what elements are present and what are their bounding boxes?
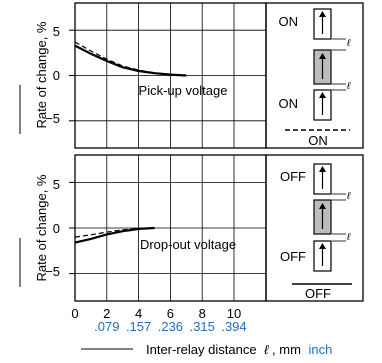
bottom-ylabel: Rate of change, % [34, 174, 49, 281]
bottom-relay-label-middle: OFF [280, 249, 306, 264]
top-relay-label-middle: ON [279, 96, 299, 111]
top-annotation: Pick-up voltage [139, 83, 228, 98]
top-ytick-5: 5 [53, 24, 60, 39]
top-relay-label-bottom: ON [308, 133, 328, 148]
bottom-relay-upper [313, 163, 332, 195]
bottom-distance-marker: ℓ ℓ [332, 191, 351, 243]
x-tick-mm-label: 6 [167, 306, 174, 321]
top-ytick-0: 0 [53, 68, 60, 83]
bottom-ytick-minus5: −5 [45, 264, 60, 279]
top-series-dashed-line [74, 41, 187, 77]
top-relay-upper [313, 8, 332, 40]
bottom-grid [69, 155, 266, 301]
x-axis-title: Inter-relay distance ℓ , mm inch [81, 342, 332, 357]
bottom-relay-label-bottom: OFF [305, 286, 331, 301]
top-ell-upper: ℓ [346, 38, 351, 49]
x-tick-inch-label: .315 [190, 319, 215, 334]
x-axis-title-inch: inch [309, 342, 333, 357]
x-tick-mm-label: 4 [135, 306, 142, 321]
bottom-series-dashed-line [74, 227, 155, 238]
top-ylabel: Rate of change, % [34, 21, 49, 128]
bottom-ytick-0: 0 [53, 221, 60, 236]
x-tick-mm-label: 8 [199, 306, 206, 321]
top-distance-marker: ℓ ℓ [332, 38, 351, 92]
top-grid [69, 3, 266, 148]
x-tick-mm-label: 0 [71, 306, 78, 321]
bottom-ytick-5: 5 [53, 177, 60, 192]
top-panel: 5 0 −5 Pick-up voltage Rate of change, %… [19, 2, 364, 149]
x-tick-inch-label: .394 [221, 319, 246, 334]
x-tick-inch-label: .157 [126, 319, 151, 334]
bottom-panel: 5 0 −5 Drop-out voltage Rate of change, … [19, 154, 364, 302]
x-axis-title-text: Inter-relay distance ℓ , mm inch [146, 342, 332, 357]
top-series-solid-line [74, 44, 187, 77]
bottom-relay-label-upper: OFF [280, 169, 306, 184]
x-tick-inch-label: .079 [94, 319, 119, 334]
bottom-relay-middle [313, 199, 332, 235]
x-axis-title-symbol: ℓ [264, 342, 269, 357]
top-relay-label-upper: ON [279, 14, 299, 29]
x-axis-title-main: Inter-relay distance [146, 342, 257, 357]
x-axis-mm-ticks: 0 2 4 6 8 10 [71, 306, 241, 321]
top-relay-panel [265, 2, 364, 149]
bottom-ell-lower: ℓ [346, 232, 351, 243]
x-tick-mm-label: 2 [103, 306, 110, 321]
bottom-relay-panel [265, 154, 364, 302]
x-axis-inch-ticks: .079 .157 .236 .315 .394 [94, 319, 247, 334]
top-relay-middle [313, 49, 332, 85]
bottom-ell-upper: ℓ [346, 191, 351, 202]
x-axis-title-mm: , mm [272, 342, 301, 357]
top-relay-lower [313, 89, 332, 121]
x-tick-inch-label: .236 [158, 319, 183, 334]
top-ell-lower: ℓ [346, 81, 351, 92]
bottom-annotation: Drop-out voltage [140, 237, 236, 252]
top-ytick-minus5: −5 [45, 111, 60, 126]
x-tick-mm-label: 10 [227, 306, 241, 321]
bottom-relay-lower [313, 240, 332, 272]
